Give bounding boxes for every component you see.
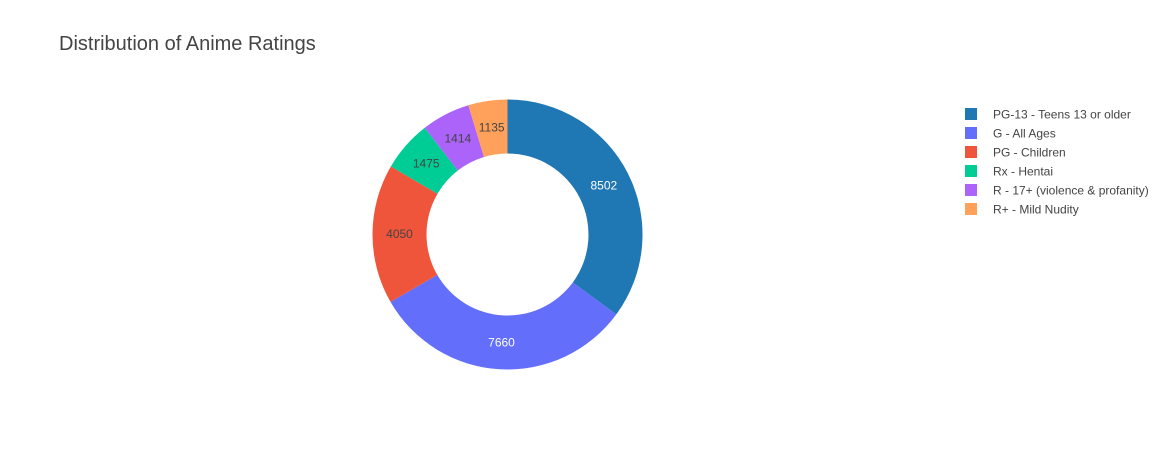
slice-value-label: 1414	[445, 132, 472, 146]
pie-slice-pg-13-teens-13-or-older[interactable]	[507, 99, 643, 315]
legend-item-r-mild-nudity[interactable]: R+ - Mild Nudity	[965, 203, 1079, 217]
legend-label: G - All Ages	[993, 127, 1056, 141]
slice-value-label: 4050	[386, 227, 413, 241]
legend-swatch	[965, 146, 977, 158]
legend-swatch	[965, 203, 977, 215]
legend-swatch	[965, 127, 977, 139]
pie-slice-labels: 8502 7660 4050 1475 1414 1135	[386, 121, 617, 350]
pie-slice-rx-hentai[interactable]	[390, 127, 458, 194]
legend-item-pg-children[interactable]: PG - Children	[965, 146, 1066, 160]
legend: PG-13 - Teens 13 or older G - All Ages PG …	[965, 108, 1149, 217]
pie-slice-r-mild-nudity[interactable]	[468, 99, 508, 157]
slice-value-label: 7660	[488, 335, 515, 349]
legend-item-r-17-violence-profanity[interactable]: R - 17+ (violence & profanity)	[965, 184, 1149, 198]
legend-item-rx-hentai[interactable]: Rx - Hentai	[965, 165, 1053, 179]
legend-swatch	[965, 165, 977, 177]
legend-label: Rx - Hentai	[993, 165, 1053, 179]
slice-value-label: 1135	[479, 121, 505, 135]
slice-value-label: 8502	[591, 179, 618, 193]
legend-label: PG - Children	[993, 146, 1066, 160]
pie-slices	[372, 99, 643, 370]
legend-label: PG-13 - Teens 13 or older	[993, 108, 1131, 122]
legend-item-pg-13-teens-13-or-older[interactable]: PG-13 - Teens 13 or older	[965, 108, 1131, 122]
legend-swatch	[965, 184, 977, 196]
legend-swatch	[965, 108, 977, 120]
slice-value-label: 1475	[413, 156, 440, 170]
legend-label: R - 17+ (violence & profanity)	[993, 184, 1149, 198]
chart-title: Distribution of Anime Ratings	[59, 33, 316, 55]
pie-slice-pg-children[interactable]	[372, 166, 438, 302]
pie-slice-r-17-violence-profanity[interactable]	[424, 105, 485, 171]
pie-slice-g-all-ages[interactable]	[390, 274, 617, 370]
legend-item-g-all-ages[interactable]: G - All Ages	[965, 127, 1056, 141]
legend-label: R+ - Mild Nudity	[993, 203, 1079, 217]
